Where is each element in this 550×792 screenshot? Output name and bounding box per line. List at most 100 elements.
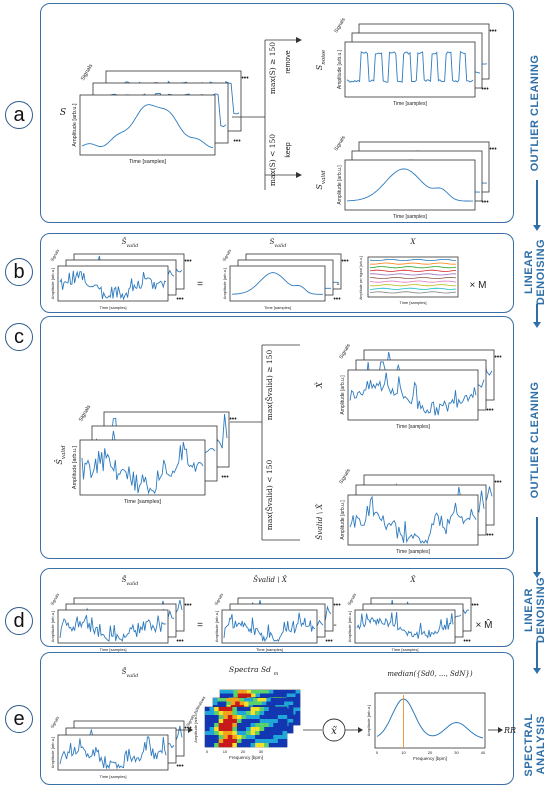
more-dots-bottom: •••: [176, 296, 184, 303]
heatmap-cell: [223, 723, 228, 728]
signals-label: Signals: [338, 342, 352, 360]
heatmap-cell: [288, 708, 294, 713]
heatmap-cell: [259, 715, 265, 720]
heatmap-cell: [239, 698, 245, 702]
panel-label-c: c: [5, 323, 33, 351]
median-x-tick: 20: [428, 750, 433, 755]
heatmap-cell: [232, 723, 238, 728]
heatmap-cell: [251, 690, 256, 694]
median-x-tick: 0: [376, 750, 379, 755]
arrowhead: [498, 727, 503, 733]
more-dots-bottom: •••: [176, 763, 184, 770]
heatmap-cell: [266, 701, 271, 706]
heatmap-cell: [255, 707, 260, 712]
s-noise-label: Snoise: [315, 49, 327, 70]
heatmap-cell: [264, 707, 269, 712]
shat-valid-label-b-main: Ŝ: [122, 237, 127, 246]
heatmap-cell: [209, 715, 215, 720]
arrowhead: [188, 727, 193, 733]
heatmap-cell: [255, 739, 260, 744]
heatmap-cell: [270, 698, 276, 702]
heatmap-cell: [264, 743, 269, 748]
heatmap-cell: [205, 711, 210, 716]
heatmap-cell: [250, 727, 256, 732]
heatmap-cell: [248, 701, 254, 706]
heatmap-cell: [250, 719, 256, 724]
median-x-tick: 40: [481, 750, 486, 755]
shat-valid-label-d-text: Ŝ̂valid: [122, 575, 139, 587]
heatmap-cell: [218, 707, 224, 712]
heatmap-cell: [227, 723, 233, 728]
equals-sign-d: =: [197, 620, 203, 631]
frequency-axis-label: Frequency [bpm]: [229, 755, 263, 760]
mid-label-d: Ŝvalid \ X̂: [253, 575, 288, 584]
spectra-label: Spectra Sd: [229, 665, 271, 674]
minus-sign-b: -: [336, 279, 339, 290]
more-dots-bottom: •••: [486, 407, 494, 414]
signal-line: [59, 736, 167, 770]
heatmap-cell: [223, 707, 228, 712]
time-axis-label: Time [samples]: [100, 305, 127, 310]
heatmap-cell: [277, 711, 283, 716]
xhat-label-d: X̂: [410, 576, 417, 584]
heatmap-cell: [241, 719, 247, 724]
signals-label: Signals: [78, 404, 92, 423]
heatmap-cell: [295, 711, 301, 715]
heatmap-cell: [246, 727, 251, 732]
s-noise-label-text: Snoise: [315, 49, 327, 70]
time-axis-label: Time [samples]: [393, 214, 427, 220]
heatmap-cell: [221, 698, 227, 702]
heatmap-cell: [205, 731, 210, 736]
heatmap-cell: [264, 719, 269, 724]
heatmap-cell: [268, 723, 274, 728]
signal-line: [232, 272, 323, 295]
signals-label: Signals: [221, 248, 232, 262]
heatmap-cell: [288, 701, 294, 706]
heatmap-cell: [259, 723, 265, 728]
heatmap-cell: [218, 735, 224, 740]
heatmap-cell: [251, 693, 256, 698]
flow-line: [536, 517, 538, 572]
heatmap-cell: [250, 707, 256, 712]
more-dots-bottom: •••: [463, 638, 471, 645]
plot-frame: [79, 439, 206, 496]
heatmap-cell: [273, 690, 278, 694]
heatmap-cell: [277, 739, 283, 744]
signal-line: [59, 270, 167, 301]
heatmap-cell: [273, 731, 279, 736]
plot-frame: [79, 94, 216, 156]
heatmap-cell: [236, 719, 242, 724]
heatmap-cell: [218, 731, 224, 736]
heatmap-cell: [227, 719, 233, 724]
heatmap-cell: [264, 727, 269, 732]
heatmap-cell: [233, 690, 238, 694]
heatmap-cell: [259, 719, 265, 724]
heatmap-cell: [264, 693, 270, 698]
amplitude-axis-label: Amplitude [arb.u.]: [222, 268, 227, 299]
amplitude-per-signal-label: Amplitude per signal [arb.u.]: [359, 256, 363, 300]
heatmap-cell: [209, 711, 215, 716]
heatmap-cell: [209, 735, 215, 740]
heatmap-cell: [282, 735, 288, 740]
heatmap-cell: [286, 690, 292, 694]
rr-label: RR: [503, 726, 516, 735]
heatmap-cell: [217, 701, 223, 706]
equals-sign-b: =: [197, 279, 203, 290]
s-valid-label-b-sub: valid: [274, 243, 286, 249]
amplitude-axis-label: Amplitude [arb.u.]: [50, 611, 55, 642]
time-axis-label: Time [samples]: [392, 647, 419, 652]
signal-line: [349, 495, 477, 545]
heatmap-cell: [214, 719, 219, 724]
heatmap-cell: [273, 743, 279, 748]
heatmap-x-tick: 20: [241, 749, 246, 754]
time-axis-label: Time [samples]: [400, 300, 427, 305]
heatmap-cell: [268, 719, 274, 724]
heatmap-cell: [218, 739, 224, 744]
amplitude-axis-label: Amplitude [arb.u.]: [340, 500, 346, 540]
heatmap-cell: [218, 743, 224, 748]
heatmap-cell: [250, 711, 256, 716]
frequency-axis-label: Frequency [bpm]: [413, 756, 447, 761]
heatmap-cell: [241, 715, 247, 720]
heatmap-cell: [277, 690, 283, 694]
shat-valid-label-d-sub: valid: [126, 581, 138, 587]
